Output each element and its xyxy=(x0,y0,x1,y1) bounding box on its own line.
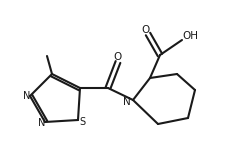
Text: OH: OH xyxy=(182,31,198,41)
Text: O: O xyxy=(142,25,150,35)
Text: O: O xyxy=(114,52,122,62)
Text: N: N xyxy=(38,118,46,128)
Text: S: S xyxy=(79,117,85,127)
Text: N: N xyxy=(123,97,131,107)
Text: N: N xyxy=(23,91,31,101)
